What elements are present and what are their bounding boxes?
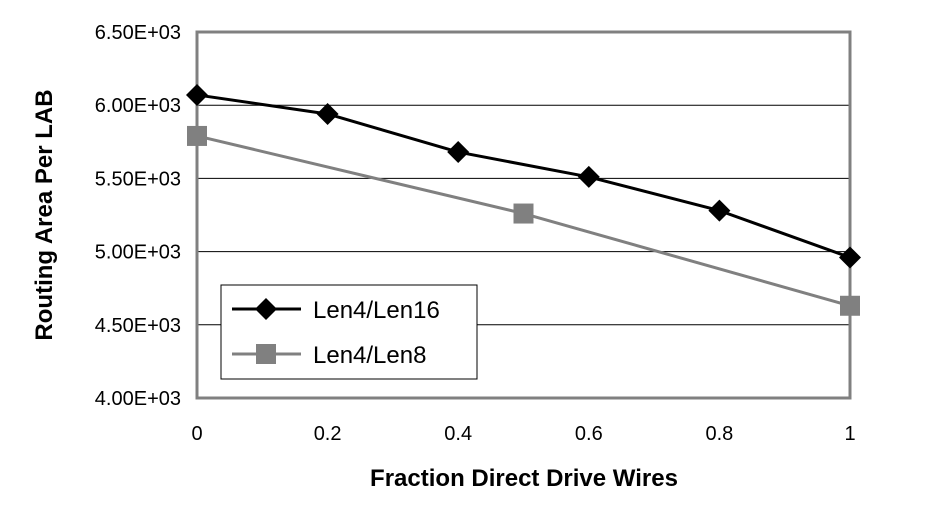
data-point-len4-len16 [577,165,600,188]
y-tick-label: 5.00E+03 [95,242,181,264]
data-point-len4-len16 [316,102,339,125]
data-point-len4-len8 [187,125,207,146]
data-point-len4-len16 [839,246,861,269]
data-point-len4-len16 [447,141,470,164]
legend-item-len4-len8: Len4/Len8 [232,342,426,369]
x-tick-label: 0.6 [575,423,603,445]
x-tick-label: 0.8 [705,423,733,445]
y-axis-title: Routing Area Per LAB [31,89,58,340]
legend-diamond-marker [255,298,277,320]
y-tick-label: 4.00E+03 [95,388,181,410]
data-point-len4-len16 [708,199,731,222]
plot-border [195,30,852,400]
x-tick-label: 0.2 [314,423,342,445]
y-tick-label: 5.50E+03 [95,168,181,190]
y-tick-label: 4.50E+03 [95,315,181,337]
legend-item-len4-len16: Len4/Len16 [232,297,440,324]
data-point-len4-len16 [186,83,208,106]
legend: Len4/Len16 Len4/Len8 [220,284,478,380]
legend-label-len4-len16: Len4/Len16 [313,297,440,324]
series-line-len4-len16 [196,93,851,259]
x-axis-tick-labels: 0 0.2 0.4 0.6 0.8 1 [191,423,855,445]
legend-square-marker [256,344,276,364]
legend-label-len4-len8: Len4/Len8 [313,342,426,369]
data-point-len4-len8 [840,295,860,316]
x-axis-title: Fraction Direct Drive Wires [370,465,678,492]
data-point-len4-len8 [513,203,534,224]
x-tick-label: 0 [191,423,202,445]
y-tick-label: 6.00E+03 [95,95,181,117]
series-markers [186,83,861,316]
x-tick-label: 1 [844,423,855,445]
x-tick-label: 0.4 [444,423,472,445]
y-tick-label: 6.50E+03 [95,22,181,44]
y-axis-tick-labels: 4.00E+03 4.50E+03 5.00E+03 5.50E+03 6.00E+03… [95,22,181,410]
